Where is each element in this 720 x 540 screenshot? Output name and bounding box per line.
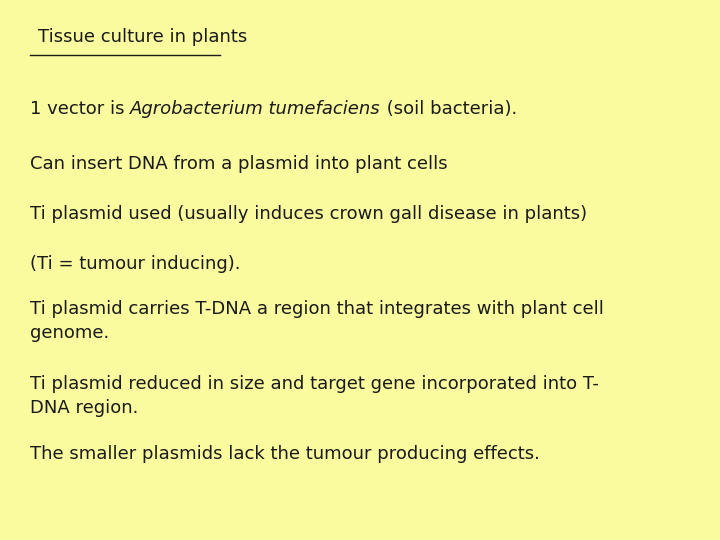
Text: Ti plasmid used (usually induces crown gall disease in plants): Ti plasmid used (usually induces crown g… xyxy=(30,205,587,223)
Text: Agrobacterium tumefaciens: Agrobacterium tumefaciens xyxy=(130,100,381,118)
Text: (soil bacteria).: (soil bacteria). xyxy=(381,100,517,118)
Text: Ti plasmid reduced in size and target gene incorporated into T-
DNA region.: Ti plasmid reduced in size and target ge… xyxy=(30,375,599,416)
Text: Can insert DNA from a plasmid into plant cells: Can insert DNA from a plasmid into plant… xyxy=(30,155,448,173)
Text: Ti plasmid carries T-DNA a region that integrates with plant cell
genome.: Ti plasmid carries T-DNA a region that i… xyxy=(30,300,604,342)
Text: Tissue culture in plants: Tissue culture in plants xyxy=(38,28,247,46)
Text: The smaller plasmids lack the tumour producing effects.: The smaller plasmids lack the tumour pro… xyxy=(30,445,540,463)
Text: 1 vector is: 1 vector is xyxy=(30,100,130,118)
Text: (Ti = tumour inducing).: (Ti = tumour inducing). xyxy=(30,255,240,273)
